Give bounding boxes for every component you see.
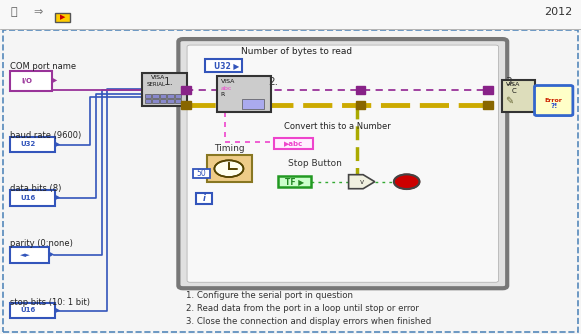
Circle shape (394, 174, 419, 189)
Text: ▶: ▶ (56, 308, 60, 313)
Text: ▶: ▶ (50, 252, 54, 257)
Text: v: v (359, 179, 364, 185)
Text: ▶: ▶ (56, 142, 60, 147)
Text: U32: U32 (20, 142, 35, 147)
Text: stop bits (10: 1 bit): stop bits (10: 1 bit) (10, 298, 91, 307)
FancyBboxPatch shape (0, 0, 581, 30)
Text: TF ▶: TF ▶ (285, 177, 304, 186)
Text: 3. Close the connection and display errors when finished: 3. Close the connection and display erro… (186, 317, 431, 326)
FancyBboxPatch shape (10, 247, 49, 263)
Text: ▶: ▶ (60, 15, 65, 20)
Bar (181, 86, 191, 94)
Text: 50: 50 (197, 169, 206, 178)
Text: ◄►: ◄► (20, 252, 31, 258)
Text: ⇒: ⇒ (34, 7, 43, 17)
FancyBboxPatch shape (205, 59, 242, 72)
FancyBboxPatch shape (535, 86, 573, 116)
FancyBboxPatch shape (10, 137, 55, 152)
FancyBboxPatch shape (207, 155, 252, 182)
Text: Timing: Timing (214, 144, 245, 153)
Text: Number of bytes to read: Number of bytes to read (241, 47, 352, 56)
Bar (152, 94, 159, 98)
Bar (181, 101, 191, 109)
Text: VISA: VISA (221, 79, 235, 84)
Text: U16: U16 (20, 195, 35, 201)
FancyBboxPatch shape (502, 80, 535, 112)
Text: 2. Read data from the port in a loop until stop or error: 2. Read data from the port in a loop unt… (186, 305, 419, 313)
FancyBboxPatch shape (10, 303, 55, 318)
FancyBboxPatch shape (187, 45, 498, 282)
Text: VISA: VISA (506, 82, 521, 87)
Text: data bits (8): data bits (8) (10, 184, 62, 193)
Text: SERIAL: SERIAL (147, 82, 166, 87)
Text: VISA: VISA (151, 75, 166, 80)
Bar (356, 101, 365, 109)
FancyBboxPatch shape (55, 13, 70, 22)
Text: I/O: I/O (21, 78, 32, 84)
Bar (356, 86, 365, 94)
Circle shape (216, 161, 242, 176)
Text: R: R (221, 92, 225, 97)
FancyBboxPatch shape (142, 73, 187, 106)
Bar (145, 99, 151, 103)
Text: COM port name: COM port name (10, 62, 77, 71)
Text: ▶abc: ▶abc (284, 140, 303, 146)
Bar (175, 94, 181, 98)
Text: baud rate (9600): baud rate (9600) (10, 131, 82, 140)
Bar (242, 99, 264, 109)
Text: ▶: ▶ (56, 195, 60, 200)
Bar (160, 99, 166, 103)
Text: 2.: 2. (268, 77, 278, 87)
FancyBboxPatch shape (274, 138, 313, 149)
Bar (167, 94, 174, 98)
Text: ✋: ✋ (10, 7, 17, 17)
Text: ▶: ▶ (53, 78, 57, 84)
Text: 1.: 1. (163, 77, 174, 87)
FancyBboxPatch shape (278, 176, 311, 187)
Bar (483, 86, 493, 94)
Text: 3.: 3. (505, 77, 515, 87)
Text: Stop Button: Stop Button (288, 159, 342, 168)
FancyBboxPatch shape (10, 71, 52, 91)
Text: parity (0:none): parity (0:none) (10, 239, 73, 248)
FancyBboxPatch shape (178, 39, 507, 288)
Text: Convert this to a Number: Convert this to a Number (284, 123, 390, 131)
Text: abc: abc (221, 86, 232, 91)
Text: ✎: ✎ (505, 96, 514, 106)
Text: U16: U16 (20, 308, 35, 313)
Text: 1. Configure the serial port in question: 1. Configure the serial port in question (186, 291, 353, 300)
Bar (145, 94, 151, 98)
Text: C: C (511, 88, 516, 94)
Bar (167, 99, 174, 103)
Text: 2012: 2012 (544, 7, 572, 17)
FancyBboxPatch shape (217, 76, 271, 112)
Bar (483, 101, 493, 109)
Text: Error: Error (545, 98, 562, 103)
Bar (152, 99, 159, 103)
FancyBboxPatch shape (196, 193, 212, 204)
FancyBboxPatch shape (193, 169, 210, 178)
FancyBboxPatch shape (10, 190, 55, 206)
Text: U32 ▶: U32 ▶ (214, 61, 239, 70)
Bar (160, 94, 166, 98)
Text: ?!: ?! (550, 103, 557, 109)
Bar (175, 99, 181, 103)
Polygon shape (349, 175, 375, 189)
Text: i: i (203, 194, 205, 203)
